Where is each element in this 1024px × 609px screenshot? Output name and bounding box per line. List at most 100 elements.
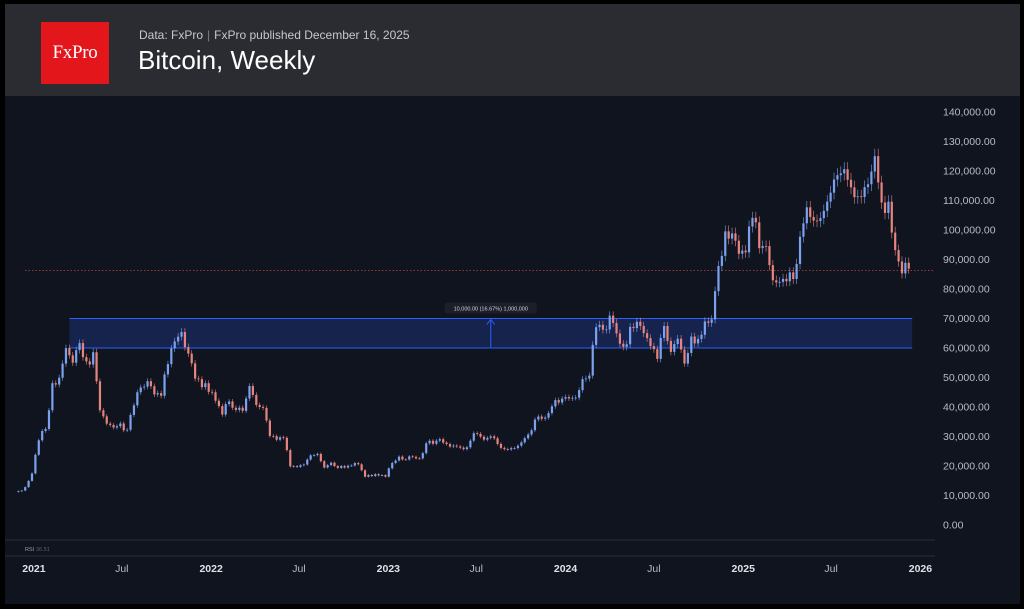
candle-body — [829, 192, 832, 202]
candle-body — [132, 405, 136, 415]
candle-body — [707, 321, 710, 323]
candle-body — [149, 381, 153, 387]
candle-body — [564, 397, 567, 399]
candle-body — [669, 340, 672, 352]
candle-body — [377, 474, 380, 476]
candle-body — [832, 179, 836, 193]
candle-body — [581, 379, 584, 391]
candle-body — [615, 323, 618, 334]
candle-body — [421, 453, 424, 459]
y-tick-label: 60,000.00 — [943, 343, 990, 355]
candle-body — [329, 462, 333, 466]
candle-body — [778, 281, 781, 283]
candle-body — [156, 393, 159, 395]
candle-body — [180, 332, 183, 337]
x-tick-label: Jul — [647, 563, 660, 575]
candle-body — [802, 223, 805, 237]
candle-body — [737, 240, 740, 254]
candle-body — [469, 440, 472, 448]
candle-body — [768, 246, 771, 266]
candle-body — [513, 448, 516, 449]
candle-body — [785, 278, 788, 282]
y-tick-label: 50,000.00 — [943, 372, 990, 384]
candle-body — [238, 407, 241, 410]
candle-body — [170, 348, 173, 365]
candle-body — [618, 333, 622, 344]
chart-header: FxPro Data: FxPro | FxPro published Decemb… — [5, 4, 1020, 96]
candle-body — [197, 378, 200, 380]
candle-body — [37, 440, 40, 455]
candle-body — [646, 333, 649, 339]
candle-body — [880, 182, 883, 203]
candle-body — [258, 404, 261, 407]
x-tick-label: 2022 — [199, 563, 223, 575]
candle-body — [255, 394, 258, 405]
candle-body — [860, 196, 863, 198]
y-tick-label: 40,000.00 — [943, 402, 990, 414]
candle-body — [472, 433, 475, 441]
candle-body — [88, 361, 91, 365]
published-label: FxPro published December 16, 2025 — [214, 28, 410, 42]
candle-body — [285, 437, 288, 451]
candle-body — [27, 480, 30, 488]
candle-body — [846, 169, 849, 180]
candle-body — [605, 329, 608, 331]
candle-body — [47, 410, 51, 429]
measure-arrow-head — [486, 318, 496, 325]
candle-body — [601, 324, 605, 330]
candle-body — [516, 445, 520, 449]
y-tick-label: 70,000.00 — [943, 313, 990, 325]
candle-body — [312, 455, 316, 456]
candle-body — [194, 363, 197, 379]
candle-body — [228, 401, 231, 405]
candle-body — [224, 404, 227, 415]
candle-body — [710, 319, 713, 323]
candle-body — [499, 443, 503, 448]
candle-body — [720, 255, 723, 267]
candle-body — [734, 233, 737, 241]
y-tick-label: 80,000.00 — [943, 284, 990, 296]
y-tick-label: 100,000.00 — [943, 225, 996, 237]
candle-body — [727, 231, 730, 239]
candle-body — [71, 355, 74, 363]
candle-body — [459, 446, 462, 448]
candle-body — [370, 474, 373, 477]
candle-body — [866, 184, 870, 188]
bitcoin-weekly-chart[interactable]: 10,000.00 (16.67%) 1,000,000 140,000.00 13… — [5, 96, 1020, 604]
x-tick-label: 2024 — [554, 563, 578, 575]
candle-body — [652, 346, 656, 350]
candle-body — [425, 443, 428, 454]
candle-body — [897, 250, 900, 262]
candle-body — [81, 343, 85, 358]
candle-body — [418, 458, 421, 460]
candle-body — [207, 383, 210, 392]
x-tick-label: Jul — [824, 563, 837, 575]
candle-body — [894, 232, 897, 251]
candle-body — [792, 272, 795, 280]
measure-label: 10,000.00 (16.67%) 1,000,000 — [454, 307, 528, 313]
candle-body — [819, 218, 822, 222]
y-tick-label: 120,000.00 — [943, 166, 996, 178]
candle-body — [275, 436, 278, 440]
candle-body — [78, 343, 81, 351]
candle-body — [160, 393, 163, 396]
x-tick-label: Jul — [115, 563, 128, 575]
candle-body — [112, 424, 115, 428]
candle-body — [622, 343, 625, 347]
candle-body — [747, 226, 751, 253]
candle-body — [268, 420, 271, 436]
candle-body — [673, 344, 676, 352]
candle-body — [523, 438, 526, 443]
candle-body — [309, 455, 312, 460]
x-tick-label: Jul — [469, 563, 482, 575]
candle-body — [486, 437, 489, 440]
candle-body — [479, 433, 482, 437]
y-tick-label: 110,000.00 — [943, 195, 995, 207]
candle-body — [357, 463, 360, 465]
candle-body — [119, 423, 122, 427]
measure-label-bg — [444, 302, 537, 314]
x-tick-label: 2023 — [377, 563, 401, 575]
y-tick-label: 0.00 — [943, 520, 964, 532]
candle-body — [75, 350, 78, 363]
candle-body — [380, 475, 384, 476]
